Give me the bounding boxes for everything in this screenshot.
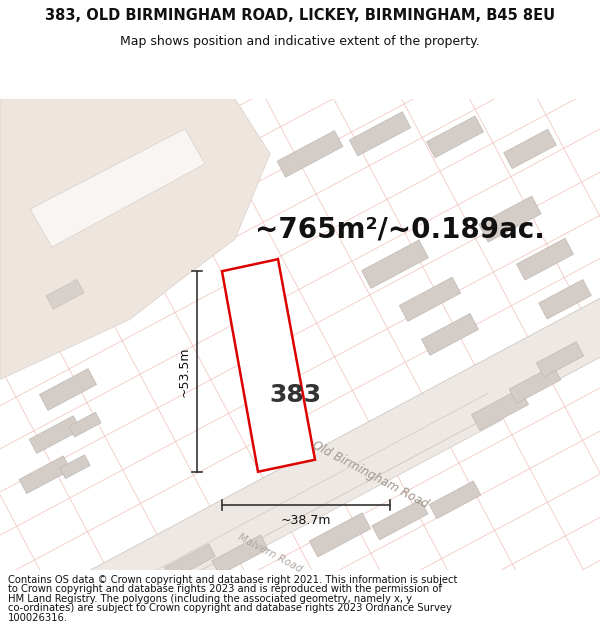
Polygon shape (429, 481, 481, 519)
Polygon shape (212, 535, 268, 575)
Text: 100026316.: 100026316. (8, 613, 68, 623)
Polygon shape (372, 500, 428, 540)
Text: co-ordinates) are subject to Crown copyright and database rights 2023 Ordnance S: co-ordinates) are subject to Crown copyr… (8, 603, 452, 613)
Polygon shape (40, 369, 97, 411)
Text: ~38.7m: ~38.7m (281, 514, 331, 528)
Polygon shape (30, 129, 205, 247)
Text: Map shows position and indicative extent of the property.: Map shows position and indicative extent… (120, 35, 480, 48)
Polygon shape (0, 253, 600, 625)
Text: Malvern Road: Malvern Road (236, 532, 304, 574)
Polygon shape (517, 238, 574, 280)
Polygon shape (504, 129, 556, 169)
Polygon shape (60, 455, 90, 479)
Text: to Crown copyright and database rights 2023 and is reproduced with the permissio: to Crown copyright and database rights 2… (8, 584, 442, 594)
Polygon shape (222, 259, 315, 472)
Polygon shape (349, 112, 411, 156)
Polygon shape (0, 99, 270, 379)
Polygon shape (472, 389, 529, 431)
Polygon shape (29, 416, 81, 454)
Text: ~53.5m: ~53.5m (178, 346, 191, 397)
Polygon shape (69, 412, 101, 437)
Polygon shape (509, 366, 561, 403)
Text: ~765m²/~0.189ac.: ~765m²/~0.189ac. (255, 215, 545, 243)
Text: 383, OLD BIRMINGHAM ROAD, LICKEY, BIRMINGHAM, B45 8EU: 383, OLD BIRMINGHAM ROAD, LICKEY, BIRMIN… (45, 8, 555, 23)
Polygon shape (46, 279, 84, 309)
Polygon shape (164, 544, 215, 580)
Polygon shape (539, 279, 591, 319)
Text: Old Birmingham Road: Old Birmingham Road (310, 439, 430, 511)
Polygon shape (277, 131, 343, 177)
Polygon shape (421, 314, 479, 355)
Polygon shape (19, 456, 71, 494)
Text: 383: 383 (269, 382, 321, 406)
Polygon shape (309, 513, 371, 557)
Polygon shape (0, 394, 502, 625)
Text: HM Land Registry. The polygons (including the associated geometry, namely x, y: HM Land Registry. The polygons (includin… (8, 594, 412, 604)
Polygon shape (536, 342, 584, 377)
Polygon shape (427, 116, 484, 158)
Text: Contains OS data © Crown copyright and database right 2021. This information is : Contains OS data © Crown copyright and d… (8, 574, 457, 584)
Polygon shape (479, 196, 541, 242)
Polygon shape (399, 278, 461, 321)
Polygon shape (362, 240, 428, 288)
